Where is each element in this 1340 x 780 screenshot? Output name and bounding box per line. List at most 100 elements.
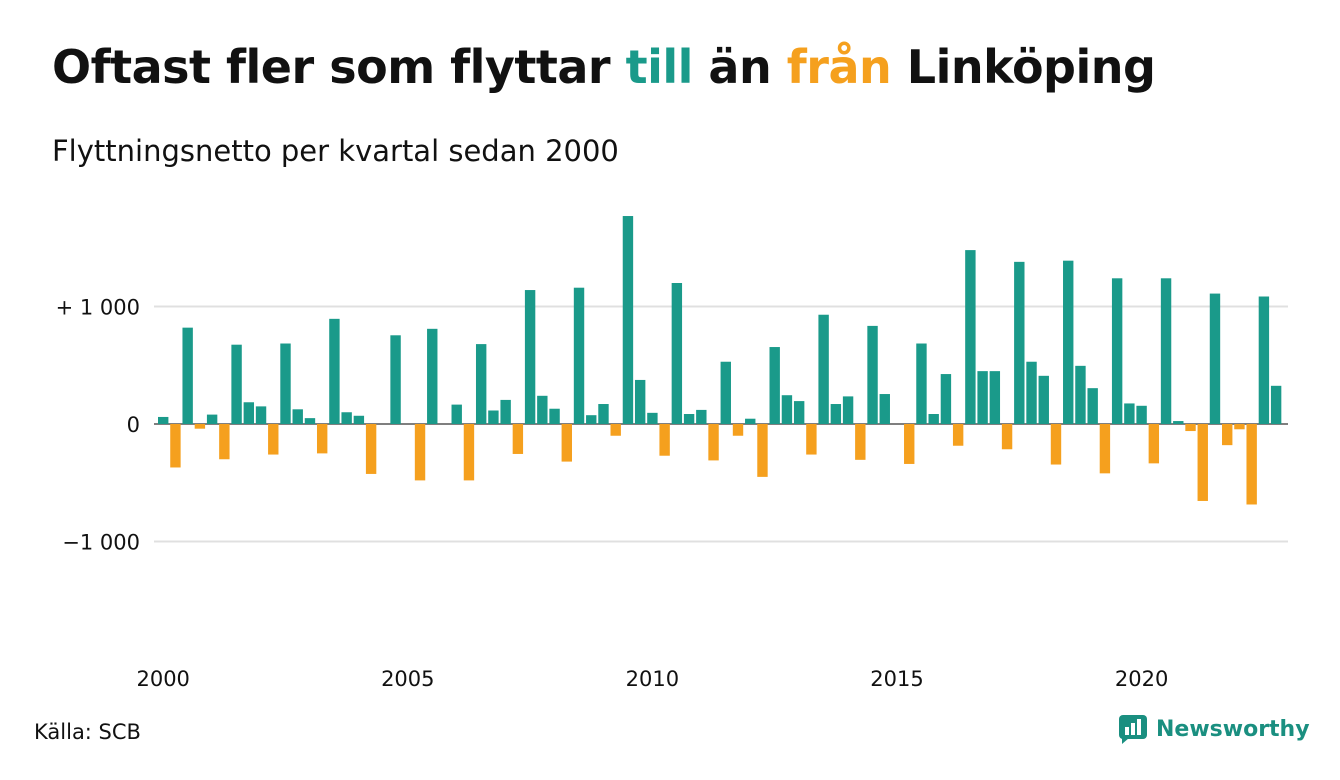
bar <box>1222 424 1233 446</box>
bar <box>341 412 352 424</box>
bar <box>414 424 426 481</box>
bar <box>1038 375 1049 424</box>
bar <box>977 371 988 425</box>
bar <box>353 415 365 424</box>
bar <box>1173 421 1184 424</box>
bar <box>781 395 793 424</box>
bar <box>720 361 731 424</box>
bar <box>1270 385 1282 424</box>
bar <box>316 424 328 454</box>
bar <box>194 424 206 429</box>
bar <box>390 335 401 424</box>
bar <box>598 404 609 424</box>
bar <box>1160 278 1172 424</box>
bar <box>757 424 768 477</box>
bar <box>1234 424 1245 430</box>
bar <box>1099 424 1111 474</box>
bar <box>500 399 511 424</box>
title-part-1: Oftast fler som flyttar <box>52 40 626 94</box>
bar <box>634 379 646 424</box>
y-tick-label: + 1 000 <box>56 296 140 320</box>
bar <box>855 424 866 460</box>
bar <box>206 414 218 424</box>
x-tick-label: 2015 <box>870 667 923 691</box>
bar <box>1050 424 1062 465</box>
bar <box>1001 424 1013 450</box>
bar <box>989 371 1001 425</box>
bar <box>365 424 377 474</box>
bar <box>255 406 267 425</box>
bar <box>1124 403 1135 424</box>
bar <box>1246 424 1257 505</box>
bar <box>659 424 670 456</box>
bar <box>427 328 438 424</box>
y-tick-label: 0 <box>127 413 140 437</box>
bar <box>745 418 756 424</box>
title-till-highlight: till <box>625 40 694 94</box>
bar <box>793 401 805 424</box>
bar <box>243 402 255 424</box>
bar <box>708 424 719 461</box>
bar <box>1209 293 1221 424</box>
logo-text: Newsworthy <box>1156 716 1310 742</box>
bar <box>524 290 536 424</box>
bar <box>451 404 462 424</box>
x-tick-label: 2000 <box>136 667 189 691</box>
bar <box>1063 260 1074 424</box>
bar <box>830 404 842 424</box>
bar <box>573 287 585 424</box>
bar <box>586 415 597 424</box>
bar <box>231 344 242 424</box>
bar <box>329 318 340 424</box>
bar <box>1026 361 1037 424</box>
title-part-3: Linköping <box>891 40 1156 94</box>
bar <box>512 424 524 454</box>
bar <box>952 424 964 446</box>
bar <box>683 414 695 424</box>
bar <box>463 424 475 481</box>
bar <box>537 395 548 424</box>
bar <box>1136 405 1147 424</box>
bar <box>842 396 854 424</box>
bar <box>1087 388 1098 424</box>
y-tick-label: −1 000 <box>62 531 140 555</box>
bar <box>1148 424 1160 464</box>
bar <box>304 418 316 425</box>
bar <box>696 409 707 424</box>
bar <box>1111 278 1123 424</box>
bar <box>818 314 829 424</box>
bar <box>806 424 817 455</box>
bar <box>732 424 744 436</box>
x-tick-label: 2010 <box>626 667 679 691</box>
bar <box>1014 261 1025 424</box>
title-part-2: än <box>692 40 787 94</box>
source-note: Källa: SCB <box>34 720 141 744</box>
bar <box>622 216 634 424</box>
bar <box>292 409 303 424</box>
bar <box>610 424 621 436</box>
bar <box>940 374 952 424</box>
bar <box>561 424 572 462</box>
bar <box>488 410 499 424</box>
axis-layer: + 1 000 0 −1 000 2000 2005 2010 2015 2020 <box>56 296 1169 692</box>
bar <box>867 325 878 424</box>
newsworthy-logo-icon <box>1119 715 1147 744</box>
bar <box>769 347 780 424</box>
bar <box>904 424 915 464</box>
bar <box>916 343 927 424</box>
newsworthy-logo: Newsworthy <box>1118 714 1310 744</box>
bar <box>1185 424 1196 432</box>
x-tick-label: 2005 <box>381 667 434 691</box>
x-tick-label: 2020 <box>1115 667 1168 691</box>
bar <box>182 327 193 424</box>
bar <box>219 424 230 460</box>
bar <box>475 344 487 424</box>
bar <box>879 394 890 424</box>
title-fran-highlight: från <box>786 40 892 94</box>
bar <box>280 343 291 424</box>
bar <box>549 408 560 424</box>
bar <box>647 412 658 424</box>
chart-subtitle: Flyttningsnetto per kvartal sedan 2000 <box>52 134 619 168</box>
bar <box>671 283 683 424</box>
